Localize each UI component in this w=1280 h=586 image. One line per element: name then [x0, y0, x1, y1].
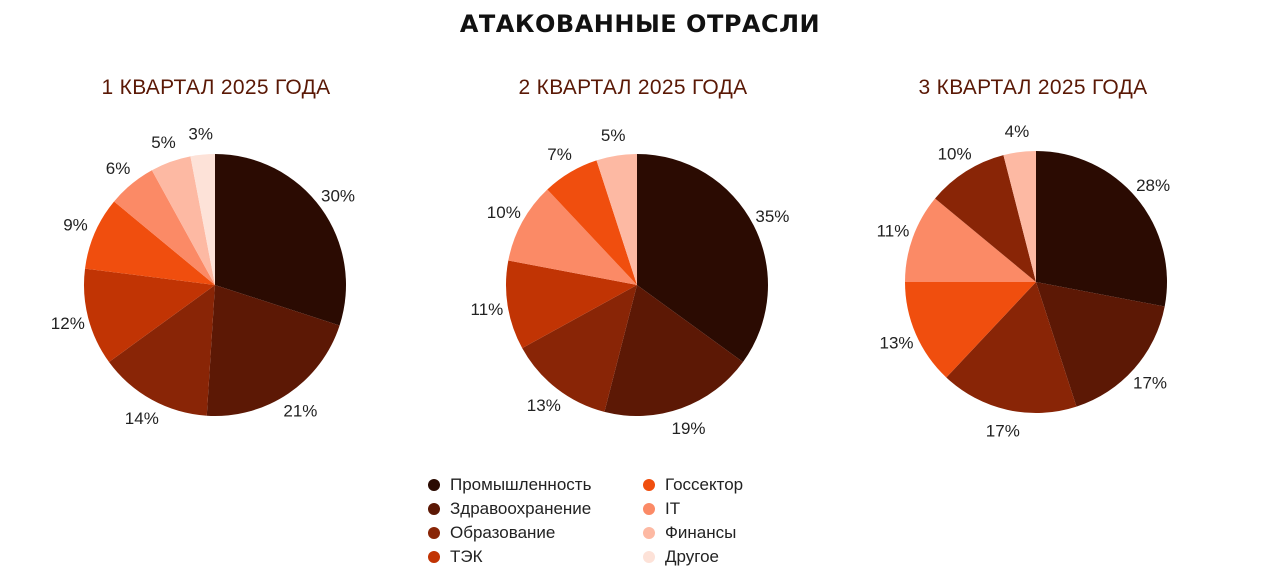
legend-label: IT — [665, 499, 681, 518]
main-title: АТАКОВАННЫЕ ОТРАСЛИ — [459, 10, 821, 38]
pie-slice — [1036, 151, 1168, 307]
pie-slice — [85, 201, 215, 285]
pie-slice — [206, 285, 340, 416]
legend-item-other: Другое — [643, 546, 719, 568]
pie-chart-q3: 28% 17% 17% 13% 11% 10% 4% — [877, 122, 1170, 440]
legend: Промышленность Здравоохранение Образован… — [428, 474, 828, 574]
slice-label: 14% — [125, 409, 159, 428]
pie-chart-q1: 30% 21% 14% 12% 9% 6% 5% 3% — [51, 125, 355, 429]
slice-label: 19% — [671, 419, 705, 438]
legend-swatch — [428, 551, 440, 563]
legend-swatch — [643, 503, 655, 515]
slice-label: 5% — [151, 133, 176, 152]
slice-label: 7% — [547, 145, 572, 164]
legend-label: ТЭК — [450, 547, 483, 566]
pie-slice — [215, 154, 347, 326]
slice-label: 17% — [1133, 374, 1167, 393]
pie-slice — [190, 154, 215, 285]
slice-label: 11% — [471, 300, 504, 319]
legend-label: Промышленность — [450, 475, 592, 494]
legend-swatch — [643, 527, 655, 539]
pie-slice — [114, 170, 215, 285]
pie-slice — [547, 160, 637, 285]
slice-label: 35% — [755, 207, 789, 226]
slice-label: 28% — [1136, 176, 1170, 195]
slice-label: 13% — [527, 396, 561, 415]
slice-label: 17% — [986, 421, 1020, 440]
slice-label: 6% — [106, 159, 131, 178]
legend-swatch — [428, 479, 440, 491]
legend-item-healthcare: Здравоохранение — [428, 498, 591, 520]
pie-slice — [1036, 282, 1165, 407]
legend-item-industry: Промышленность — [428, 474, 591, 496]
slice-label: 5% — [601, 126, 626, 145]
slice-label: 30% — [321, 187, 355, 206]
pie-slice — [935, 155, 1036, 282]
pie-slice — [905, 282, 1036, 378]
legend-item-it: IT — [643, 498, 680, 520]
legend-swatch — [643, 551, 655, 563]
legend-swatch — [643, 479, 655, 491]
pie-slice — [83, 268, 215, 362]
chart-title-q1: 1 КВАРТАЛ 2025 ГОДА — [101, 76, 331, 99]
pie-slice — [637, 154, 768, 362]
pie-slice — [1003, 151, 1036, 282]
pie-slice — [109, 285, 215, 416]
legend-label: Здравоохранение — [450, 499, 592, 518]
slice-label: 10% — [938, 145, 972, 164]
pie-slice — [151, 156, 215, 285]
pie-slice — [604, 285, 743, 416]
legend-swatch — [428, 527, 440, 539]
pie-slice — [508, 189, 637, 285]
legend-item-education: Образование — [428, 522, 555, 544]
legend-item-government: Госсектор — [643, 474, 743, 496]
slice-label: 21% — [283, 402, 317, 421]
pie-slice — [946, 282, 1077, 414]
slice-label: 9% — [63, 216, 88, 235]
slice-label: 10% — [487, 203, 521, 222]
legend-label: Финансы — [665, 523, 737, 542]
legend-label: Госсектор — [665, 475, 744, 494]
slice-label: 4% — [1005, 122, 1030, 141]
pie-slice — [505, 260, 637, 349]
legend-item-energy: ТЭК — [428, 546, 483, 568]
chart-title-q3: 3 КВАРТАЛ 2025 ГОДА — [918, 76, 1148, 99]
legend-item-finance: Финансы — [643, 522, 736, 544]
slice-label: 3% — [188, 125, 213, 144]
pie-slice — [905, 198, 1036, 282]
pie-slice — [522, 285, 637, 412]
legend-label: Образование — [450, 523, 556, 542]
chart-title-q2: 2 КВАРТАЛ 2025 ГОДА — [518, 76, 748, 99]
slice-label: 11% — [877, 222, 910, 241]
pie-slice — [596, 154, 637, 285]
slice-label: 13% — [879, 333, 913, 352]
slice-label: 12% — [51, 314, 85, 333]
legend-label: Другое — [665, 547, 720, 566]
legend-swatch — [428, 503, 440, 515]
pie-chart-q2: 35% 19% 13% 11% 10% 7% 5% — [471, 126, 790, 438]
